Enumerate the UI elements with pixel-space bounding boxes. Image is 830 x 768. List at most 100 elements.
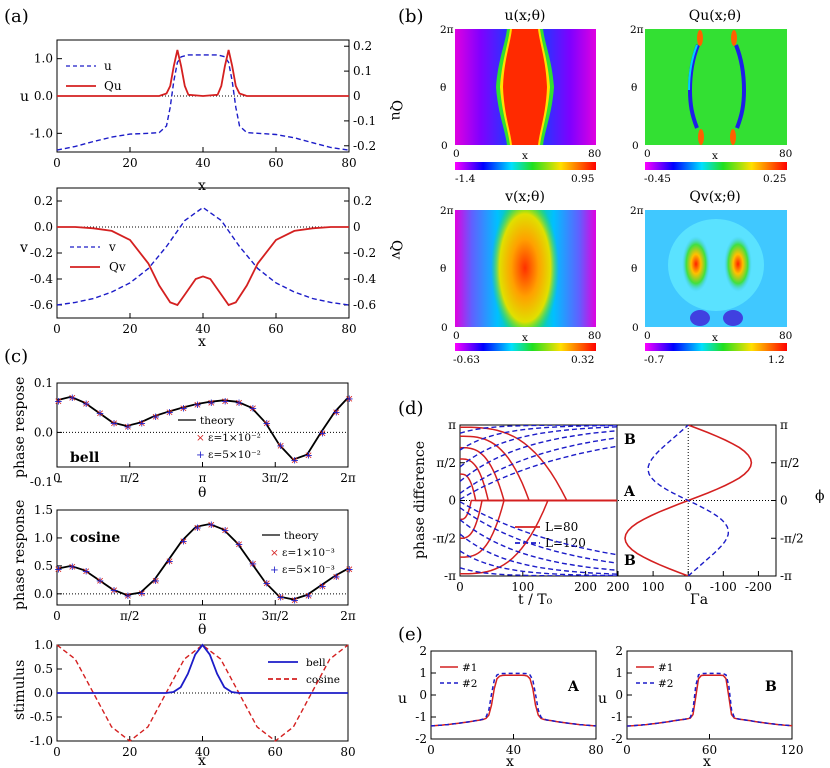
- a1-series-u: [56, 54, 350, 151]
- c1-marker-plus-0: +: [54, 395, 63, 407]
- e2-note: B: [765, 679, 777, 695]
- a2-xtick-label-1: 20: [122, 322, 137, 336]
- e1-series-2: [430, 672, 597, 727]
- heatmap-qv-ymax: 2π: [630, 205, 644, 217]
- c3-ytick-label-1: -0.5: [30, 710, 53, 724]
- c1-marker-plus-20: +: [332, 407, 341, 419]
- d1-ytick-label-0: -π: [444, 569, 456, 583]
- c1-marker-x-14: ×: [249, 403, 258, 415]
- c1-legend-theory: theory: [200, 415, 235, 427]
- d1-red-curve-upper-2: [460, 446, 617, 502]
- c1-marker-plus-16: +: [276, 440, 285, 452]
- d2-series-l120: [647, 425, 730, 576]
- c2-marker-plus-17: +: [290, 594, 299, 606]
- c2-marker-x-12: ×: [221, 525, 230, 537]
- d2-ytick-label-2: 0: [780, 494, 788, 508]
- c2-xtick-label-4: 2π: [340, 609, 356, 623]
- heatmap-qv: Qv(x;θ) 2π 0 θ 0 x 80 -0.7 1.2: [630, 189, 792, 366]
- d2-ytick-label-1: -π/2: [780, 531, 804, 545]
- a2-legend-v: v: [108, 240, 116, 254]
- d1-red-curve-upper-4: [460, 473, 617, 502]
- a2-ytick-label-1: -0.4: [30, 272, 54, 286]
- heatmap-qv-max: 1.2: [768, 354, 785, 366]
- c2-marker-plus-14: +: [249, 558, 258, 570]
- c2-legend-plus-marker: +: [270, 564, 279, 576]
- a2-legend-qv: Qv: [109, 260, 126, 274]
- c2-marker-plus-8: +: [165, 555, 174, 567]
- c3-xtick-label-3: 60: [268, 745, 283, 759]
- a2-ytick-label-0: -0.6: [30, 298, 53, 312]
- d1-blue-curve-lower-0: [460, 501, 617, 556]
- c2-marker-x-5: ×: [123, 590, 132, 602]
- c2-legend-x-marker: ×: [270, 547, 279, 559]
- a2-ytick-label-4: 0.2: [34, 194, 53, 208]
- d1-blue-curve-upper-4: [460, 425, 617, 451]
- c1-ytick-label-2: 0.1: [34, 376, 53, 390]
- c1-marker-plus-4: +: [110, 418, 119, 430]
- d1-ytick-label-2: 0: [448, 494, 456, 508]
- c2-marker-x-8: ×: [165, 555, 174, 567]
- c3-xtick-label-2: 40: [195, 745, 210, 759]
- c2-marker-x-15: ×: [262, 578, 271, 590]
- a1-y2label: Qu: [388, 100, 404, 121]
- d2-ytick-label-3: π/2: [780, 456, 800, 470]
- heatmap-u: u(x;θ) 2π 0 θ 0 x 80 -1.4 0.95: [440, 8, 601, 185]
- a2-xtick-label-0: 0: [53, 322, 61, 336]
- heatmap-qu-x0: 0: [644, 148, 651, 160]
- e2-series-2: [626, 672, 793, 727]
- a1-xtick-label-0: 0: [53, 156, 61, 170]
- a2-xtick-label-4: 80: [341, 322, 356, 336]
- c2-marker-x-1: ×: [68, 561, 77, 573]
- a2-y2label: Qv: [388, 240, 404, 259]
- chart-c1: phase respose θ bell theory × ε=1×10⁻² +…: [12, 376, 356, 501]
- c1-marker-plus-14: +: [249, 403, 258, 415]
- c2-marker-plus-18: +: [304, 590, 313, 602]
- e2-ytick-label-4: 2: [615, 644, 623, 658]
- chart-c2: phase response θ cosine theory × ε=1×10⁻…: [12, 500, 356, 638]
- c2-marker-x-19: ×: [318, 580, 327, 592]
- panel-label-b: (b): [398, 6, 424, 27]
- c2-note: cosine: [70, 530, 120, 546]
- d2-xtick-label-0: 200: [607, 580, 630, 594]
- c2-marker-plus-15: +: [262, 578, 271, 590]
- e1-legend: #1 #2: [440, 662, 477, 690]
- heatmap-qu-spot-2: [731, 30, 737, 46]
- c1-marker-plus-7: +: [151, 411, 160, 423]
- a2-y2-ytick-label-0: -0.6: [353, 298, 376, 312]
- a1-legend: u Qu: [66, 59, 122, 93]
- c1-marker-plus-21: +: [345, 393, 354, 405]
- heatmap-qv-min: -0.7: [644, 354, 664, 366]
- c2-xlabel: θ: [198, 622, 206, 638]
- a2-ytick-label-3: 0.0: [34, 220, 53, 234]
- chart-b: u(x;θ) 2π 0 θ 0 x 80 -1.4 0.95 Qu(x;θ): [440, 8, 792, 366]
- heatmap-v-x1: 80: [588, 330, 601, 342]
- c1-marker-plus-3: +: [96, 408, 105, 420]
- heatmap-qu-right-arc: [734, 44, 747, 129]
- e1-ytick-label-1: -1: [415, 710, 427, 724]
- a2-frame: [56, 187, 350, 319]
- c2-legend: theory × ε=1×10⁻³ + ε=5×10⁻³: [262, 530, 335, 576]
- c1-marker-x-11: ×: [207, 397, 216, 409]
- a1-y2-ytick-label-4: 0.2: [353, 39, 372, 53]
- c1-marker-x-10: ×: [193, 399, 202, 411]
- heatmap-qv-right-spot: [724, 236, 752, 292]
- c1-series-theory: [56, 395, 349, 461]
- c1-marker-plus-13: +: [235, 397, 244, 409]
- c2-marker-x-0: ×: [54, 564, 63, 576]
- heatmap-v-ymax: 2π: [440, 205, 454, 217]
- c1-marker-x-8: ×: [165, 407, 174, 419]
- a1-xlabel: x: [198, 178, 206, 194]
- e2-legend-2: #2: [658, 678, 673, 690]
- c2-marker-x-3: ×: [96, 575, 105, 587]
- heatmap-qu-title: Qu(x;θ): [689, 8, 741, 24]
- d2-curves: [618, 425, 776, 576]
- heatmap-u-core: [503, 29, 547, 145]
- c1-marker-plus-8: +: [165, 407, 174, 419]
- c2-legend-theory: theory: [284, 530, 319, 542]
- heatmap-qu-max: 0.25: [763, 173, 786, 185]
- c2-xtick-label-3: 3π/2: [262, 609, 289, 623]
- heatmap-qu-ymax: 2π: [630, 24, 644, 36]
- c2-marker-plus-2: +: [82, 565, 91, 577]
- d2-xtick-label-2: 0: [684, 580, 692, 594]
